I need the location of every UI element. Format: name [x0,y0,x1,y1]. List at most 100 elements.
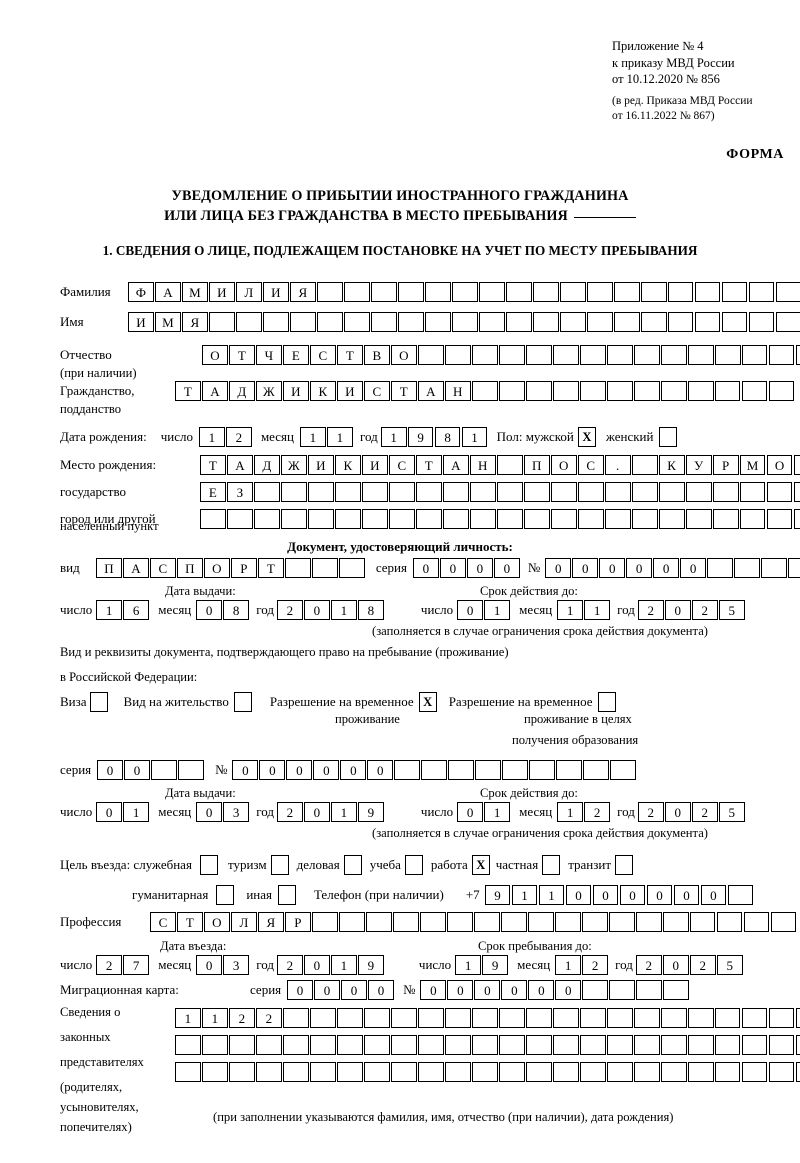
char-cell[interactable] [795,1035,800,1055]
char-cell[interactable] [606,1062,633,1082]
char-cell[interactable]: И [128,312,154,332]
char-cell[interactable]: Т [200,455,226,475]
char-cell[interactable] [525,1008,552,1028]
birthplace-row3-boxes[interactable] [200,509,800,529]
char-cell[interactable] [775,312,800,332]
char-cell[interactable]: 2 [691,802,718,822]
char-cell[interactable] [768,1035,795,1055]
char-cell[interactable] [527,912,554,932]
char-cell[interactable] [768,345,795,365]
char-cell[interactable] [714,1062,741,1082]
char-cell[interactable]: Р [712,455,739,475]
char-cell[interactable] [640,282,667,302]
char-cell[interactable] [631,509,658,529]
char-cell[interactable] [582,980,609,1000]
char-cell[interactable] [365,912,392,932]
char-cell[interactable] [498,381,525,401]
char-cell[interactable] [442,509,469,529]
char-cell[interactable]: О [203,558,230,578]
char-cell[interactable]: О [202,345,228,365]
char-cell[interactable] [334,509,361,529]
char-cell[interactable] [178,760,204,780]
char-cell[interactable] [151,760,177,780]
char-cell[interactable] [471,345,498,365]
char-cell[interactable] [793,509,800,529]
char-cell[interactable] [363,1035,390,1055]
char-cell[interactable]: С [149,558,176,578]
char-cell[interactable] [446,912,473,932]
char-cell[interactable] [788,558,800,578]
char-cell[interactable]: 0 [439,558,466,578]
char-cell[interactable] [307,509,334,529]
char-cell[interactable] [469,509,496,529]
char-cell[interactable]: М [154,312,181,332]
char-cell[interactable] [448,760,475,780]
char-cell[interactable]: 1 [538,885,565,905]
char-cell[interactable] [583,760,610,780]
char-cell[interactable] [689,912,716,932]
char-cell[interactable] [444,345,471,365]
char-cell[interactable]: А [226,455,253,475]
char-cell[interactable] [687,381,714,401]
char-cell[interactable] [498,1062,525,1082]
char-cell[interactable]: 2 [255,1008,282,1028]
char-cell[interactable]: С [363,381,390,401]
char-cell[interactable] [577,509,604,529]
checkbox-purpose-tourism[interactable] [270,855,289,875]
char-cell[interactable]: 0 [662,955,689,975]
char-cell[interactable]: П [523,455,550,475]
char-cell[interactable]: П [96,558,122,578]
char-cell[interactable] [552,345,579,365]
char-cell[interactable] [451,312,478,332]
char-cell[interactable]: 2 [228,1008,255,1028]
char-cell[interactable]: 2 [276,802,303,822]
char-cell[interactable] [687,1062,714,1082]
char-cell[interactable]: Т [415,455,442,475]
char-cell[interactable]: 0 [528,980,555,1000]
char-cell[interactable] [289,312,316,332]
char-cell[interactable] [768,381,795,401]
char-cell[interactable] [471,1062,498,1082]
char-cell[interactable] [559,312,586,332]
char-cell[interactable]: З [226,482,253,502]
char-cell[interactable] [586,282,613,302]
char-cell[interactable] [559,282,586,302]
char-cell[interactable]: М [181,282,208,302]
checkbox-purpose-work[interactable]: X [471,855,490,875]
char-cell[interactable] [741,381,768,401]
char-cell[interactable]: К [334,455,361,475]
char-cell[interactable] [660,1062,687,1082]
char-cell[interactable] [532,312,559,332]
char-cell[interactable]: 5 [718,802,745,822]
checkbox-purpose-official[interactable] [199,855,218,875]
char-cell[interactable] [388,482,415,502]
char-cell[interactable] [496,509,523,529]
char-cell[interactable]: 2 [691,600,718,620]
char-cell[interactable]: 0 [474,980,501,1000]
char-cell[interactable]: Т [390,381,417,401]
char-cell[interactable] [390,1035,417,1055]
char-cell[interactable]: 0 [340,760,367,780]
char-cell[interactable]: 1 [198,427,225,447]
char-cell[interactable] [417,1008,444,1028]
char-cell[interactable]: Я [181,312,208,332]
char-cell[interactable]: Л [230,912,257,932]
char-cell[interactable] [336,1062,363,1082]
char-cell[interactable] [554,912,581,932]
char-cell[interactable]: 0 [493,558,520,578]
char-cell[interactable] [579,1062,606,1082]
char-cell[interactable]: 2 [635,955,662,975]
char-cell[interactable] [739,482,766,502]
char-cell[interactable] [388,509,415,529]
char-cell[interactable]: 5 [718,600,745,620]
char-cell[interactable] [316,282,343,302]
char-cell[interactable] [741,1035,768,1055]
char-cell[interactable]: Н [444,381,471,401]
